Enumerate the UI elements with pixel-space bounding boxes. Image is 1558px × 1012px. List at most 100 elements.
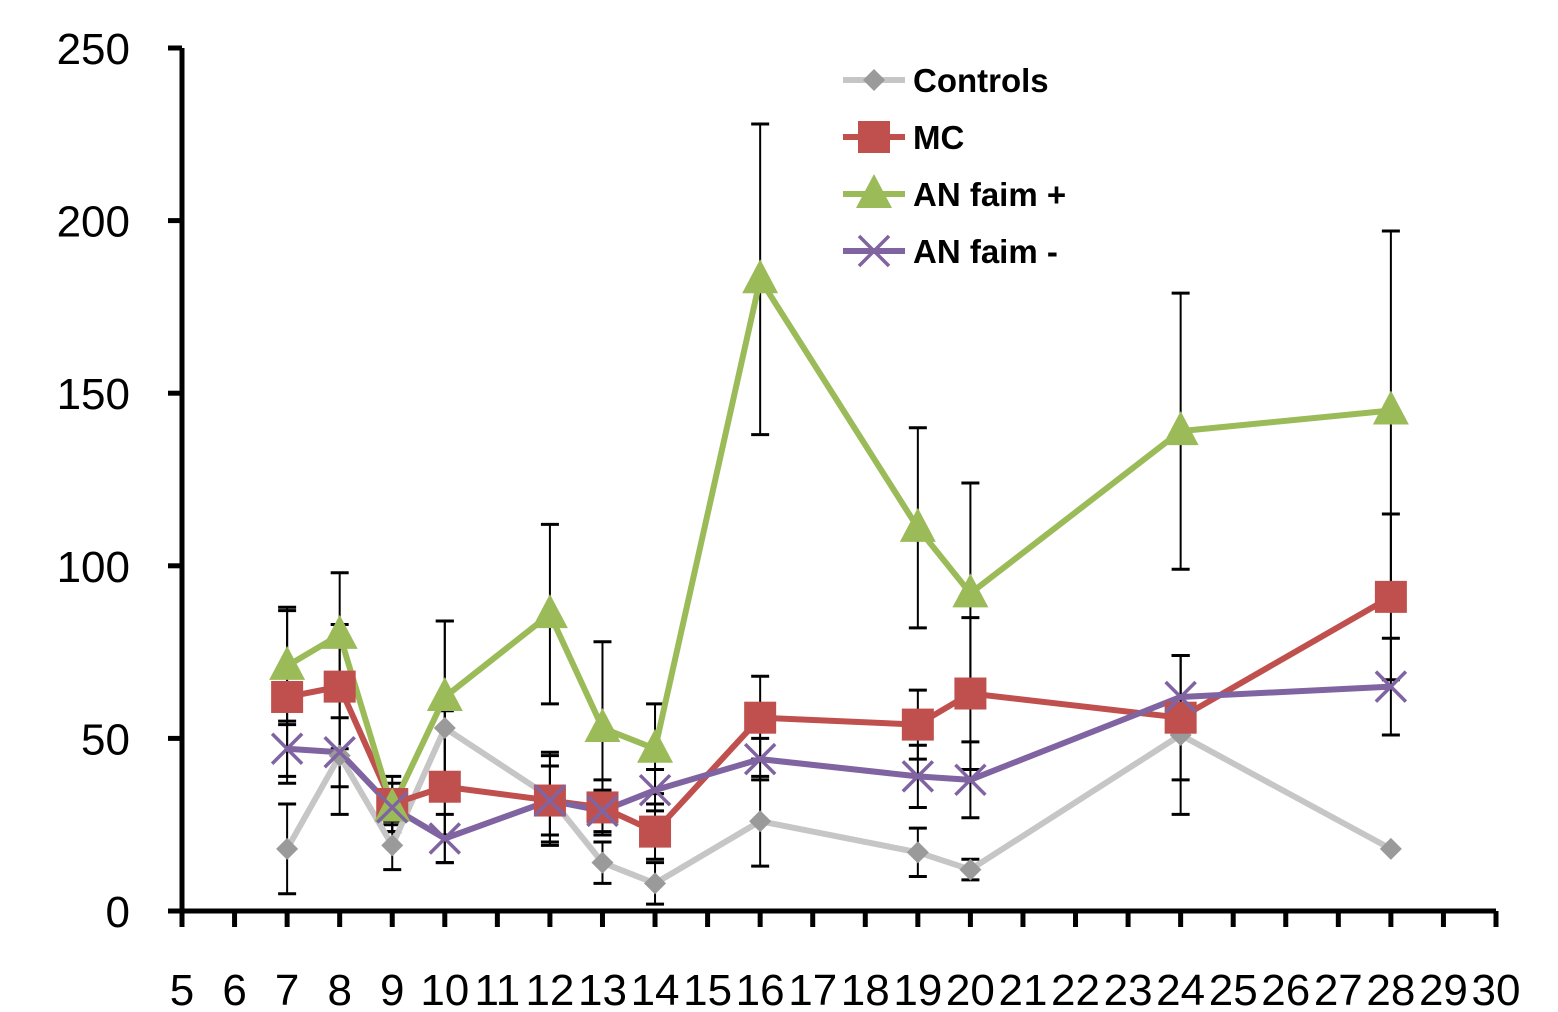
x-tick-label: 25: [1209, 966, 1258, 1012]
x-tick-label: 23: [1104, 966, 1153, 1012]
marker-stroke: [901, 760, 935, 793]
x-tick-label: 22: [1051, 966, 1100, 1012]
data-point-an-faim: [533, 784, 567, 817]
data-point-an-faim: [1164, 680, 1197, 714]
data-point-an-faim: [426, 676, 463, 711]
data-point-controls: [749, 810, 772, 833]
data-point-mc: [954, 677, 987, 710]
x-tick-label: 12: [525, 966, 574, 1012]
data-point-controls: [276, 837, 299, 860]
y-tick-label: 50: [81, 715, 130, 764]
marker-stroke: [270, 732, 304, 765]
data-point-an-faim: [428, 822, 462, 855]
marker-stroke: [638, 773, 672, 807]
data-point-controls: [328, 744, 351, 767]
data-point-an-faim: [1162, 411, 1199, 446]
y-tick-label: 250: [57, 25, 130, 74]
x-tick-label: 30: [1472, 966, 1521, 1012]
data-point-mc: [323, 670, 356, 703]
x-tick-label: 26: [1261, 966, 1310, 1012]
x-tick-label: 29: [1419, 966, 1468, 1012]
x-tick-label: 18: [841, 966, 890, 1012]
data-point-an-faim: [323, 735, 356, 769]
data-point-an-faim: [742, 259, 779, 294]
data-point-mc: [744, 701, 777, 734]
data-point-an-faim: [269, 645, 306, 680]
legend-swatch-marker: [856, 174, 892, 208]
data-point-controls: [959, 858, 982, 881]
marker-stroke: [1164, 680, 1197, 714]
y-axis: 0 50 100 150 200 250: [57, 25, 185, 937]
x-tick-label: 8: [327, 966, 351, 1012]
data-point-an-faim: [638, 773, 672, 807]
data-point-controls: [433, 717, 456, 740]
marker-stroke: [533, 784, 567, 817]
y-tick-label: 200: [57, 198, 130, 247]
data-point-an-faim: [531, 594, 568, 629]
legend-label: MC: [913, 119, 964, 156]
x-tick-label: 17: [788, 966, 837, 1012]
legend: Controls MC AN faim + AN faim -: [843, 62, 1066, 270]
data-point-an-faim: [586, 794, 619, 828]
legend-item-controls: Controls: [843, 62, 1049, 99]
y-tick-label: 0: [106, 888, 130, 937]
x-tick-label: 19: [893, 966, 942, 1012]
legend-item-mc: MC: [843, 119, 964, 156]
x-axis: 5 6 7 8 9 10 11 12 13 14 15 16 17 18 19 20 21 22 23 24 25 26 2…: [170, 908, 1521, 1012]
data-point-an-faim: [954, 763, 987, 797]
legend-swatch-marker: [858, 121, 890, 153]
x-tick-label: 10: [420, 966, 469, 1012]
x-tick-label: 21: [998, 966, 1047, 1012]
data-point-mc: [901, 708, 934, 741]
marker-stroke: [586, 794, 619, 828]
x-tick-label: 5: [170, 966, 194, 1012]
legend-item-an-faim: AN faim +: [843, 174, 1066, 213]
x-tick-label: 6: [222, 966, 246, 1012]
x-tick-label: 24: [1156, 966, 1205, 1012]
data-point-an-faim: [637, 728, 674, 763]
x-tick-label: 20: [946, 966, 995, 1012]
series-line-controls: [284, 725, 1393, 887]
marker-stroke: [428, 822, 462, 855]
data-point-mc: [271, 680, 304, 713]
data-point-an-faim: [743, 742, 777, 776]
legend-swatch-marker: [863, 69, 885, 91]
data-point-an-faim: [1372, 390, 1409, 425]
legend-label: AN faim +: [913, 176, 1066, 213]
x-tick-label: 11: [475, 966, 521, 1012]
data-point-mc: [586, 791, 619, 824]
data-point-an-faim: [374, 787, 411, 822]
data-point-controls: [644, 872, 667, 895]
x-tick-label: 15: [683, 966, 732, 1012]
marker-stroke: [743, 742, 777, 776]
data-point-an-faim: [899, 507, 936, 542]
x-tick-label: 7: [275, 966, 299, 1012]
data-point-an-faim: [952, 573, 989, 608]
series-line-an-faim: [285, 276, 1392, 811]
x-tick-label: 14: [631, 966, 680, 1012]
data-point-mc: [428, 770, 461, 803]
data-point-an-faim: [584, 708, 621, 743]
data-point-an-faim: [321, 614, 358, 649]
legend-label: AN faim -: [913, 233, 1058, 270]
data-point-controls: [591, 851, 614, 874]
data-point-mc: [639, 815, 672, 848]
data-point-an-faim: [270, 732, 304, 765]
marker-stroke: [376, 791, 409, 824]
x-tick-label: 13: [578, 966, 627, 1012]
data-point-an-faim: [1374, 670, 1408, 703]
marker-stroke: [954, 763, 987, 797]
data-point-mc: [1374, 580, 1407, 613]
data-point-controls: [381, 834, 404, 857]
legend-swatch-marker: [857, 234, 891, 268]
y-tick-label: 100: [57, 543, 130, 592]
x-tick-label: 28: [1366, 966, 1415, 1012]
series-markers: [269, 259, 1409, 895]
data-point-controls: [1379, 837, 1402, 860]
x-tick-label: 16: [736, 966, 785, 1012]
legend-label: Controls: [913, 62, 1049, 99]
data-point-controls: [906, 841, 929, 864]
x-tick-label: 9: [380, 966, 404, 1012]
marker-stroke: [1374, 670, 1408, 703]
